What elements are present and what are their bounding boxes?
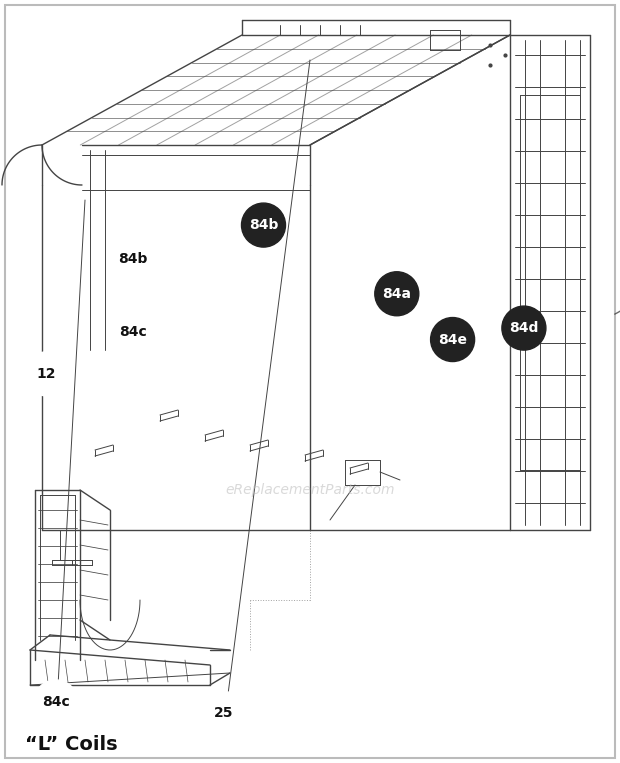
Circle shape (112, 310, 155, 354)
Circle shape (502, 306, 546, 350)
Text: 12: 12 (37, 367, 56, 381)
Text: 25: 25 (213, 707, 233, 720)
Circle shape (202, 691, 245, 736)
Text: 84c: 84c (120, 325, 147, 339)
Text: eReplacementParts.com: eReplacementParts.com (225, 483, 395, 497)
Text: “L” Coils: “L” Coils (25, 736, 118, 755)
Circle shape (34, 680, 78, 724)
Circle shape (242, 203, 285, 247)
Text: 84b: 84b (118, 253, 148, 266)
Text: 84a: 84a (383, 287, 411, 301)
Text: 84c: 84c (42, 695, 69, 709)
Text: 84e: 84e (438, 333, 467, 346)
Circle shape (112, 237, 155, 282)
Text: 84b: 84b (249, 218, 278, 232)
Circle shape (375, 272, 418, 316)
Text: 84d: 84d (509, 321, 539, 335)
Circle shape (431, 317, 474, 362)
Circle shape (25, 352, 68, 396)
